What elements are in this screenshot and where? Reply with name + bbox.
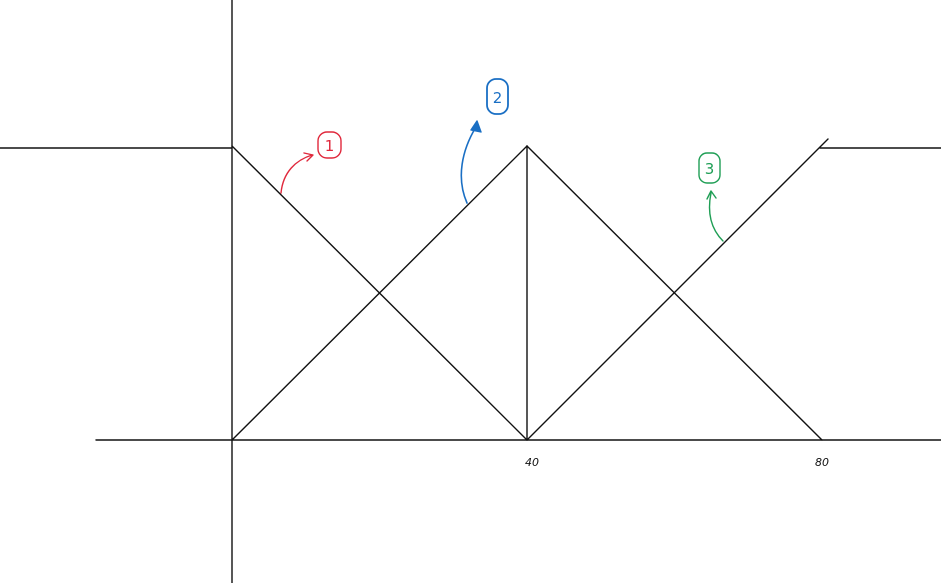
annotation-3-box xyxy=(698,152,721,184)
annotation-2-arrowhead xyxy=(470,120,482,133)
annotation-1-arrow xyxy=(280,154,313,194)
annotation-2: 2 xyxy=(460,78,509,204)
annotation-3-arrow xyxy=(708,192,724,242)
line-2-rising xyxy=(231,145,528,441)
annotation-3: 3 xyxy=(698,152,724,242)
line-3-rising xyxy=(526,138,829,441)
annotation-1-label: 1 xyxy=(325,137,335,155)
annotation-1-arrowhead xyxy=(303,152,314,162)
annotation-1: 1 xyxy=(280,131,342,194)
annotation-3-label: 3 xyxy=(705,160,715,178)
tick-label-80: 80 xyxy=(815,456,829,469)
annotation-3-arrowhead xyxy=(706,190,717,200)
annotation-1-box xyxy=(317,131,342,159)
tick-label-40: 40 xyxy=(525,456,539,469)
annotation-2-arrow xyxy=(460,126,477,204)
annotation-2-box xyxy=(486,78,509,115)
annotation-2-label: 2 xyxy=(493,89,503,107)
